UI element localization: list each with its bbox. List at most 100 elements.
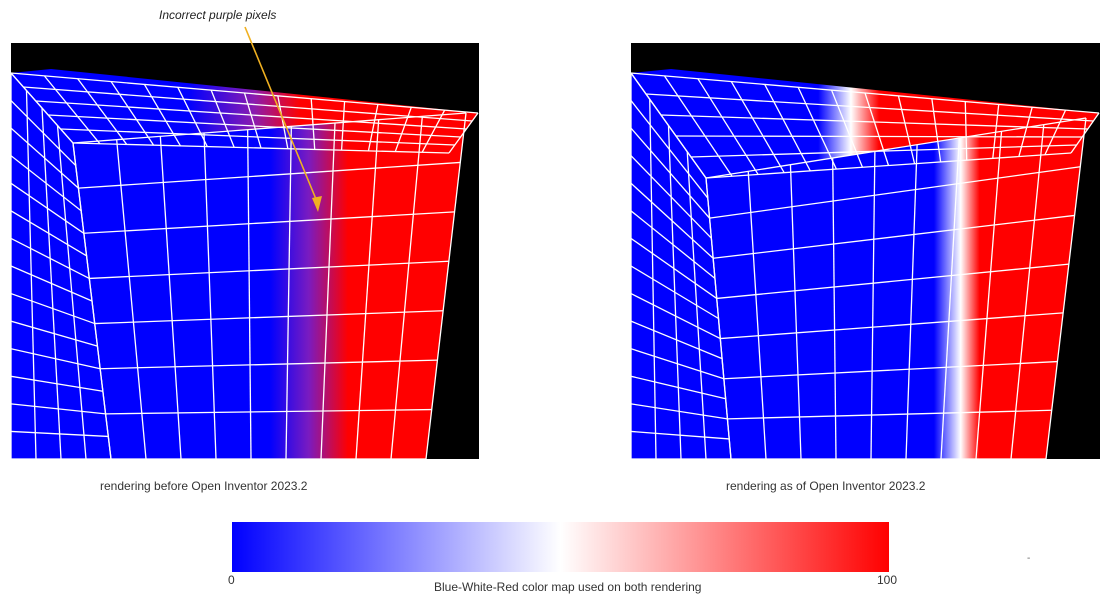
mesh-line	[631, 210, 716, 279]
mesh-line	[964, 101, 968, 161]
mesh-line	[830, 89, 864, 168]
mesh-line	[631, 155, 712, 239]
rendering-after-panel	[631, 43, 1100, 459]
mesh-line	[210, 89, 235, 148]
mesh-line	[1018, 107, 1033, 157]
mesh-line	[320, 122, 336, 459]
mesh-line	[631, 100, 709, 199]
mesh-line	[705, 152, 1072, 179]
mesh-line	[159, 136, 182, 459]
stray-mark: -	[1027, 553, 1031, 564]
mesh-line	[11, 210, 87, 257]
mesh-line	[77, 78, 128, 145]
mesh-line	[89, 260, 449, 280]
mesh-line	[425, 112, 467, 459]
mesh-line	[83, 211, 455, 234]
mesh-line	[716, 263, 1069, 300]
mesh-line	[110, 81, 155, 146]
mesh-line	[11, 182, 85, 234]
mesh-line	[720, 312, 1064, 340]
mesh-line	[992, 104, 1000, 159]
cube-front-face	[73, 113, 466, 459]
mesh-line	[203, 132, 217, 459]
mesh-line	[11, 430, 109, 438]
mesh-line	[177, 86, 208, 147]
mesh-line	[631, 348, 725, 380]
mesh-line	[747, 171, 767, 459]
mesh-line	[905, 144, 918, 459]
mesh-line	[340, 101, 346, 151]
mesh-line	[663, 75, 733, 177]
rendering-before-panel	[11, 43, 479, 459]
mesh-line	[631, 72, 707, 179]
color-map-bar	[232, 522, 889, 572]
mesh-line	[100, 359, 438, 370]
mesh-line	[11, 403, 106, 415]
color-map-min-label: 0	[228, 573, 235, 587]
mesh-line	[697, 78, 759, 175]
mesh-line	[631, 237, 718, 299]
mesh-line	[631, 182, 714, 259]
mesh-line	[797, 87, 837, 170]
mesh-line	[631, 320, 723, 360]
mesh-line	[11, 237, 90, 280]
mesh-line	[11, 127, 79, 189]
mesh-line	[448, 112, 479, 154]
mesh-line	[43, 75, 101, 145]
mesh-line	[11, 72, 74, 144]
color-map-max-label: 100	[877, 573, 898, 587]
mesh-line	[675, 135, 1083, 138]
mesh-line	[730, 81, 785, 173]
mesh-line	[631, 72, 1100, 114]
mesh-line	[421, 109, 446, 153]
cube-front-face	[706, 118, 1086, 459]
mesh-line	[931, 98, 942, 163]
caption-before: rendering before Open Inventor 2023.2	[100, 479, 308, 493]
mesh-line	[367, 104, 379, 151]
mesh-line	[11, 375, 103, 392]
mesh-line	[870, 151, 876, 459]
mesh-line	[709, 166, 1081, 219]
mesh-line	[940, 137, 960, 459]
mesh-line	[390, 116, 423, 459]
mesh-line	[660, 114, 1088, 130]
mesh-line	[1070, 112, 1100, 154]
mesh-line	[631, 430, 730, 440]
mesh-line	[631, 127, 711, 219]
mesh-line	[11, 155, 82, 212]
mesh-line	[1044, 109, 1067, 156]
mesh-line	[727, 409, 1052, 420]
mesh-line	[723, 360, 1058, 380]
mesh-line	[631, 375, 726, 400]
cube-side-face	[631, 73, 731, 459]
mesh-line	[11, 265, 93, 302]
mesh-line	[690, 144, 1077, 158]
mesh-line	[975, 131, 1003, 459]
mesh-line	[116, 139, 147, 459]
mesh-line	[105, 408, 432, 415]
mesh-line	[764, 84, 811, 172]
mesh-line	[394, 107, 412, 152]
mesh-line	[631, 292, 721, 340]
color-map-caption: Blue-White-Red color map used on both re…	[434, 580, 702, 594]
rendering-after-svg	[631, 69, 1100, 459]
mesh-line	[864, 92, 890, 166]
mesh-line	[11, 100, 77, 167]
mesh-line	[355, 119, 380, 459]
mesh-line	[713, 214, 1075, 259]
caption-after: rendering as of Open Inventor 2023.2	[726, 479, 926, 493]
mesh-line	[94, 310, 444, 325]
mesh-line	[832, 157, 837, 459]
mesh-line	[645, 93, 1094, 122]
mesh-line	[705, 117, 1087, 179]
mesh-line	[1010, 124, 1045, 459]
annotation-label: Incorrect purple pixels	[159, 8, 277, 22]
mesh-line	[143, 84, 181, 147]
rendering-before-svg	[11, 69, 479, 459]
mesh-line	[631, 265, 719, 320]
mesh-lines	[631, 72, 1100, 459]
mesh-line	[631, 403, 728, 420]
mesh-line	[1045, 117, 1087, 459]
mesh-line	[897, 95, 916, 164]
mesh-line	[11, 348, 101, 370]
